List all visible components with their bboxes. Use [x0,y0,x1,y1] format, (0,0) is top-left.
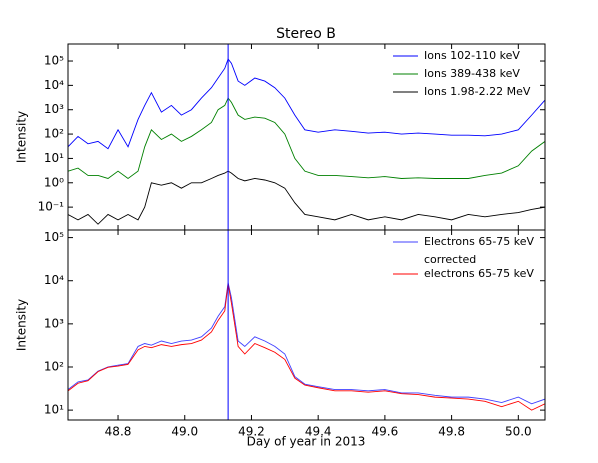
x-tick-label: 49.4 [305,425,332,439]
y-tick-label: 10¹ [44,151,64,165]
chart-title: Stereo B [276,26,336,42]
series-line [68,170,545,225]
y-tick-label: 10¹ [44,403,64,417]
y-tick-label: 10³ [44,316,64,330]
series-line [68,97,545,180]
x-tick-label: 48.8 [105,425,132,439]
x-tick-label: 49.2 [238,425,265,439]
y-tick-label: 10⁵ [44,230,64,244]
x-tick-label: 49.6 [372,425,399,439]
series-line [68,282,545,405]
series-line [68,283,545,411]
legend-label: corrected electrons 65-75 keV [424,253,534,280]
plot-area [68,58,545,225]
legend-label: Electrons 65-75 keV [424,235,535,248]
y-tick-label: 10³ [44,102,64,116]
y-tick-label: 10⁵ [44,54,64,68]
y-tick-label: 10⁻¹ [38,200,65,214]
axes-frame [67,229,546,421]
x-axis-label: Day of year in 2013 [247,435,366,449]
plot-area [68,282,545,411]
y-tick-label: 10⁰ [44,175,64,189]
legend-label: Ions 389-438 keV [424,67,520,80]
y-tick-label: 10² [44,127,64,141]
x-tick-label: 50.0 [505,425,532,439]
y-axis-label: Intensity [15,111,29,163]
y-tick-label: 10² [44,359,64,373]
y-tick-label: 10⁴ [44,273,64,287]
legend-label: Ions 1.98-2.22 MeV [424,85,531,98]
y-tick-label: 10⁴ [44,78,64,92]
x-tick-label: 49.8 [438,425,465,439]
y-axis-label: Intensity [15,299,29,351]
legend-label: Ions 102-110 keV [424,49,520,62]
series-line [68,58,545,150]
x-tick-label: 49.0 [171,425,198,439]
